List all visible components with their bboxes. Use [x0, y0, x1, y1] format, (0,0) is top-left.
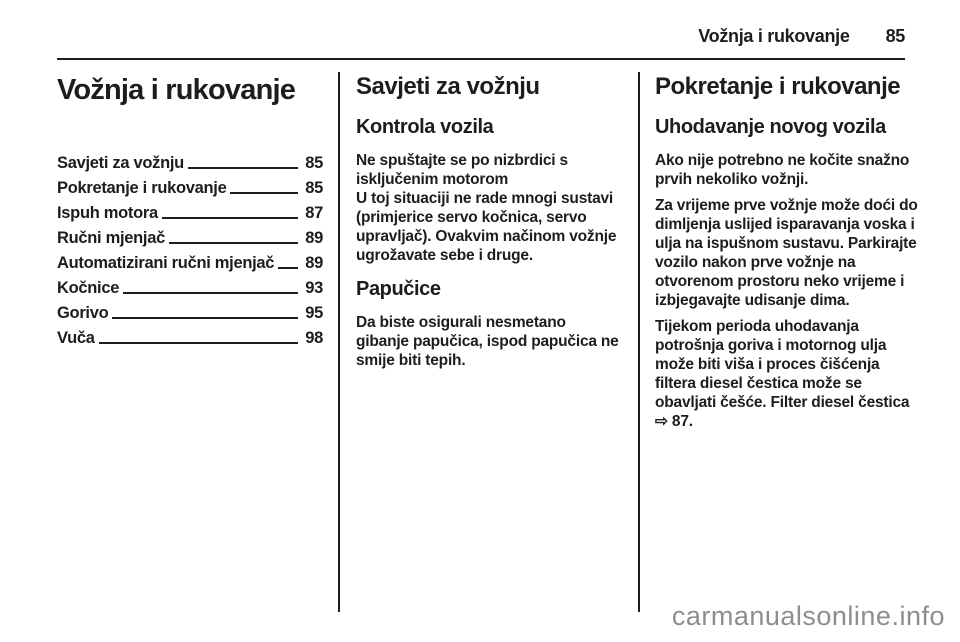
- toc-leader-line: [161, 217, 298, 219]
- paragraph: U toj situaciji ne rade mnogi sustavi (p…: [356, 190, 617, 264]
- paragraph: Za vrijeme prve vožnje može doći do diml…: [655, 197, 918, 309]
- toc-entry[interactable]: Ručni mjenjač 89: [57, 225, 323, 250]
- toc-entry-label: Automatizirani ručni mjenjač: [57, 254, 275, 272]
- toc-column: Vožnja i rukovanje Savjeti za vožnju 85 …: [57, 74, 323, 350]
- toc-entry[interactable]: Gorivo 95: [57, 300, 323, 325]
- toc-entry-page: 85: [305, 179, 323, 197]
- toc-leader-line: [98, 342, 298, 344]
- toc-entry-label: Pokretanje i rukovanje: [57, 179, 227, 197]
- toc-entry-page: 87: [305, 204, 323, 222]
- toc-entry-page: 89: [305, 254, 323, 272]
- toc-entry-label: Ispuh motora: [57, 204, 158, 222]
- toc-entry-label: Gorivo: [57, 304, 109, 322]
- table-of-contents: Savjeti za vožnju 85 Pokretanje i rukova…: [57, 150, 323, 350]
- paragraph-text: Tijekom perioda uhodavanja potrošnja gor…: [655, 318, 910, 411]
- subsection-heading-pedals: Papučice: [356, 278, 441, 300]
- page-header: Vožnja i rukovanje 85: [57, 26, 905, 47]
- toc-entry-label: Vuča: [57, 329, 95, 347]
- toc-leader-line: [168, 242, 298, 244]
- toc-entry-label: Savjeti za vožnju: [57, 154, 184, 172]
- paragraph: Ako nije potrebno ne kočite snažno prvih…: [655, 152, 910, 188]
- header-chapter-title: Vožnja i rukovanje: [698, 26, 850, 46]
- watermark-text: carmanualsonline.info: [671, 601, 945, 631]
- subsection-heading-running-in: Uhodavanje novog vozila: [655, 116, 886, 138]
- starting-operating-column: Pokretanje i rukovanje Uhodavanje novog …: [655, 74, 918, 431]
- cross-reference-link[interactable]: ⇨ 87.: [655, 413, 693, 430]
- column-divider: [338, 72, 340, 612]
- toc-entry[interactable]: Kočnice 93: [57, 275, 323, 300]
- paragraph: Tijekom perioda uhodavanja potrošnja gor…: [655, 317, 918, 431]
- toc-leader-line: [112, 317, 298, 319]
- header-rule: [57, 58, 905, 60]
- subsection-heading-vehicle-control: Kontrola vozila: [356, 116, 494, 138]
- toc-entry-page: 95: [305, 304, 323, 322]
- column-divider: [638, 72, 640, 612]
- toc-leader-line: [230, 192, 298, 194]
- toc-leader-line: [278, 267, 298, 269]
- toc-entry[interactable]: Vuča 98: [57, 325, 323, 350]
- toc-entry-label: Kočnice: [57, 279, 120, 297]
- bold-lead-text: Ne spuštajte se po nizbrdici s isključen…: [356, 152, 568, 188]
- section-heading-starting-operating: Pokretanje i rukovanje: [655, 73, 901, 100]
- toc-entry-page: 89: [305, 229, 323, 247]
- toc-leader-line: [187, 167, 298, 169]
- toc-entry[interactable]: Savjeti za vožnju 85: [57, 150, 323, 175]
- toc-entry-page: 85: [305, 154, 323, 172]
- toc-entry-page: 98: [305, 329, 323, 347]
- toc-entry-label: Ručni mjenjač: [57, 229, 165, 247]
- driving-hints-column: Savjeti za vožnju Kontrola vozila Ne spu…: [356, 74, 622, 370]
- section-heading-driving-hints: Savjeti za vožnju: [356, 73, 540, 100]
- toc-leader-line: [123, 292, 298, 294]
- header-page-number: 85: [885, 26, 906, 46]
- toc-entry[interactable]: Ispuh motora 87: [57, 200, 323, 225]
- toc-entry[interactable]: Automatizirani ručni mjenjač 89: [57, 250, 323, 275]
- toc-entry[interactable]: Pokretanje i rukovanje 85: [57, 175, 323, 200]
- paragraph: Da biste osigurali nesmetano gibanje pap…: [356, 314, 619, 369]
- toc-entry-page: 93: [305, 279, 323, 297]
- chapter-title: Vožnja i rukovanje: [57, 74, 296, 106]
